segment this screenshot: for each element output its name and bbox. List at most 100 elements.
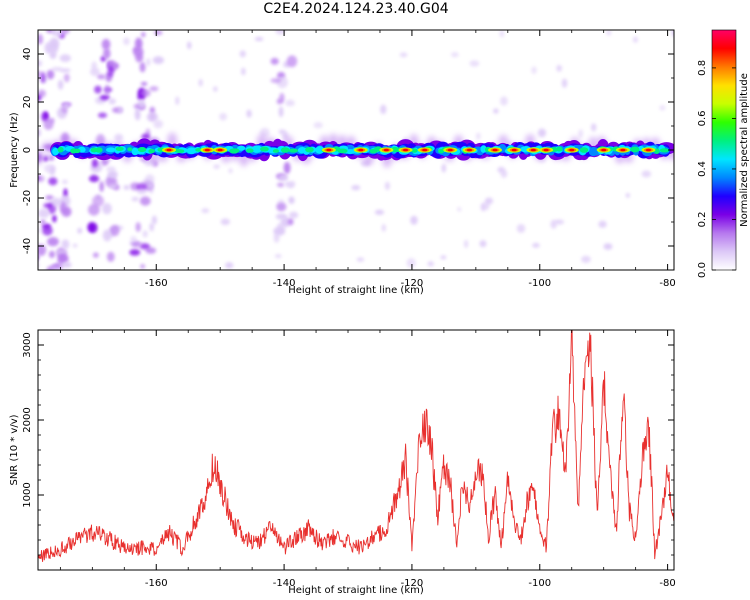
spectrogram-x-tick-label: -80 [659, 278, 675, 289]
spectrogram-y-tick-label: 0 [22, 147, 33, 153]
colorbar-tick-label: 0.4 [697, 161, 708, 177]
spectrogram-noise-blob [288, 211, 299, 219]
spectrogram-axis-ticks: -160 -140 -120 -100 -80 40 20 0 -20 -40 [22, 29, 676, 289]
spectrogram-band-blob [272, 149, 279, 153]
spectrogram-noise-blob [63, 102, 70, 109]
spectrogram-band-blob [260, 146, 269, 152]
spectrogram-noise-blob [153, 119, 164, 129]
spectrogram-peak [645, 148, 651, 152]
spectrogram-peak [569, 148, 575, 152]
spectrogram-noise-blob [48, 250, 56, 259]
spectrogram-noise-blob [374, 209, 385, 215]
spectrogram-noise-blob [276, 202, 287, 212]
spectrogram-noise-blob [118, 106, 123, 114]
spectrogram-x-axis-label: Height of straight line (km) [288, 285, 424, 296]
spectrogram-y-tick-label: 20 [22, 96, 33, 109]
spectrogram-noise-blob [254, 37, 264, 42]
spectrogram-noise-blob [43, 156, 49, 162]
colorbar-frame [711, 29, 737, 271]
spectrogram-noise-blob [138, 98, 146, 109]
spectrogram-noise-blob [625, 193, 630, 198]
spectrogram-noise-blob [88, 175, 100, 183]
spectrogram-noise-blob [270, 57, 279, 65]
spectrogram-noise-blob [151, 215, 157, 225]
spectrogram-noise-blob [43, 118, 54, 130]
spectrogram-noise-blob [276, 98, 283, 105]
spectrogram-noise-blob [77, 227, 83, 234]
spectrogram-noise-blob [131, 241, 143, 248]
spectrogram-x-tick-label: -140 [273, 278, 296, 289]
spectrogram-noise-blob [228, 168, 233, 174]
spectrogram-y-tick-label: -20 [22, 190, 33, 206]
spectrogram-noise-blob [590, 123, 597, 132]
spectrogram-noise-blob [57, 79, 64, 90]
spectrogram-band-blob [288, 148, 299, 153]
spectrogram-panel: -160 -140 -120 -100 -80 40 20 0 -20 -40 Height of… [9, 29, 676, 296]
spectrogram-noise-blob [61, 179, 68, 185]
spectrogram-noise-blob [273, 233, 280, 243]
spectrogram-noise-blob [108, 65, 114, 78]
spectrogram-noise-blob [144, 174, 155, 185]
spectrogram-band-blob [237, 145, 246, 151]
spectrogram-noise-blob [399, 52, 408, 58]
spectrogram-noise-blob [278, 174, 289, 182]
spectrogram-noise-blob [88, 203, 100, 216]
spectrogram-band-blob [131, 147, 139, 156]
spectrogram-peak [166, 148, 172, 152]
spectrogram-noise-blob [43, 203, 53, 208]
spectrogram-noise-blob [136, 189, 147, 195]
spectrogram-noise-blob [104, 84, 110, 96]
spectrogram-noise-blob [139, 243, 150, 250]
spectrogram-band-blob [305, 146, 314, 153]
spectrogram-noise-blob [313, 122, 323, 129]
spectrogram-noise-blob [457, 206, 462, 212]
spectrogram-band-blob [315, 146, 325, 154]
spectrogram-noise-blob [493, 108, 499, 114]
spectrogram-band-blob [579, 147, 589, 153]
spectrogram-band-blob [438, 148, 445, 154]
spectrogram-noise-blob [52, 215, 57, 223]
spectrogram-noise-blob [72, 243, 78, 248]
snr-y-tick-label: 1000 [22, 482, 33, 507]
spectrogram-noise-blob [135, 53, 144, 63]
spectrogram-peak [383, 148, 389, 152]
spectrogram-noise-blob [142, 230, 148, 238]
snr-y-tick-label: 2000 [22, 407, 33, 432]
spectrogram-x-tick-label: -100 [528, 278, 551, 289]
spectrogram-noise-blob [106, 166, 116, 173]
spectrogram-noise-blob [43, 111, 48, 121]
spectrogram-noise-blob [97, 112, 108, 119]
snr-plot-area [38, 330, 674, 570]
spectrogram-noise-blob [641, 170, 652, 178]
spectrogram-noise-blob [139, 62, 146, 73]
spectrogram-noise-blob [40, 219, 46, 225]
colorbar-ticks: 0.0 0.2 0.4 0.6 0.8 [697, 60, 736, 278]
spectrogram-noise-blob [440, 255, 447, 260]
spectrogram-noise-blob [48, 177, 58, 186]
spectrogram-noise-blob [129, 249, 141, 256]
spectrogram-noise-blob [136, 183, 147, 192]
spectrogram-band-blob [480, 145, 487, 153]
spectrogram-noise-blob [99, 181, 104, 193]
spectrogram-noise-blob [101, 38, 111, 50]
spectrogram-noise-blob [659, 105, 666, 111]
spectrogram-noise-blob [537, 128, 547, 138]
spectrogram-noise-blob [106, 251, 115, 262]
spectrogram-peak [422, 148, 428, 152]
spectrogram-noise-blob [149, 222, 154, 232]
spectrogram-noise-blob [516, 223, 526, 233]
spectrogram-band-blob [95, 147, 103, 153]
spectrogram-noise-blob [274, 253, 282, 259]
spectrogram-peak [326, 148, 332, 152]
spectrogram-noise-blob [63, 73, 70, 83]
colorbar-gradient [712, 30, 736, 270]
spectrogram-noise-blob [146, 58, 151, 67]
spectrogram-noise-blob [99, 94, 110, 101]
spectrogram-noise-blob [554, 219, 565, 225]
spectrogram-peak [204, 148, 210, 152]
spectrogram-noise-blob [38, 128, 41, 137]
spectrogram-noise-blob [113, 62, 120, 69]
spectrogram-noise-blob [201, 208, 210, 214]
spectrogram-noise-blob [175, 96, 180, 106]
